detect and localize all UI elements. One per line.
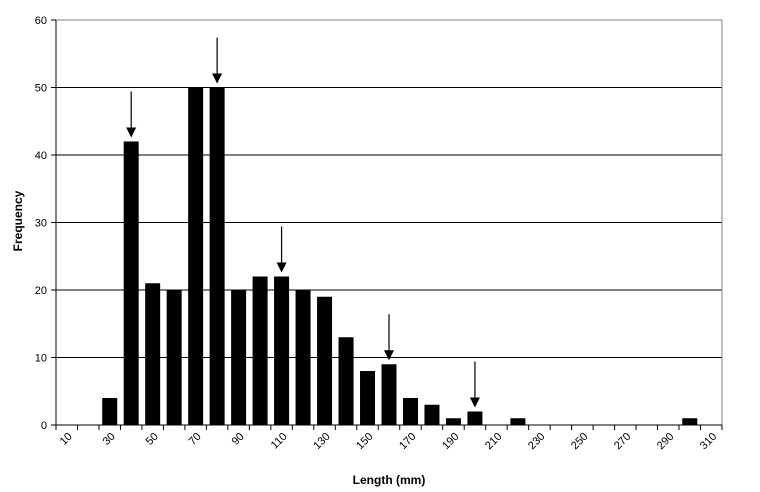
x-tick-label: 50 [144, 431, 161, 448]
x-tick-label: 150 [354, 431, 375, 452]
bar [166, 290, 182, 425]
bar [209, 87, 225, 425]
peak-arrow-head [384, 350, 394, 361]
bar [424, 404, 440, 425]
x-tick-label: 170 [397, 431, 418, 452]
bar [231, 290, 247, 425]
bar [402, 398, 418, 425]
y-axis-title: Frequency [11, 190, 25, 251]
bar [145, 283, 161, 425]
x-tick-label: 290 [655, 431, 676, 452]
x-tick-label: 190 [440, 431, 461, 452]
x-tick-label: 250 [569, 431, 590, 452]
bar [467, 411, 483, 425]
bar [338, 337, 354, 425]
x-axis-title: Length (mm) [353, 473, 426, 487]
x-tick-label: 90 [230, 431, 247, 448]
x-tick-label: 110 [269, 431, 290, 452]
peak-arrow-head [469, 397, 480, 408]
y-tick-label: 30 [35, 218, 47, 230]
peak-arrow-head [212, 73, 223, 84]
x-tick-label: 310 [698, 431, 719, 452]
y-tick-label: 40 [35, 150, 47, 162]
bar [510, 418, 526, 425]
bar [381, 364, 397, 425]
x-tick-label: 210 [483, 431, 504, 452]
peak-arrow-head [276, 262, 287, 273]
bar [317, 296, 333, 425]
y-tick-label: 20 [35, 285, 47, 297]
bar [682, 418, 698, 425]
bars [102, 87, 698, 425]
bar [252, 276, 268, 425]
bar [295, 290, 311, 425]
bar [102, 398, 118, 425]
x-tick-label: 70 [187, 431, 204, 448]
y-tick-label: 50 [35, 83, 47, 95]
x-tick-label: 10 [58, 431, 75, 448]
bar [360, 371, 376, 425]
bar [188, 87, 204, 425]
y-tick-label: 60 [35, 15, 47, 27]
x-tick-label: 30 [101, 431, 118, 448]
peak-arrows [126, 37, 480, 408]
bar [274, 276, 290, 425]
peak-arrow-head [126, 127, 137, 138]
x-tick-label: 130 [311, 431, 332, 452]
bar [123, 141, 139, 425]
y-tick-label: 10 [35, 353, 47, 365]
y-tick-label: 0 [41, 420, 47, 432]
x-tick-label: 270 [612, 431, 633, 452]
bar [445, 418, 461, 425]
x-tick-label: 230 [526, 431, 547, 452]
